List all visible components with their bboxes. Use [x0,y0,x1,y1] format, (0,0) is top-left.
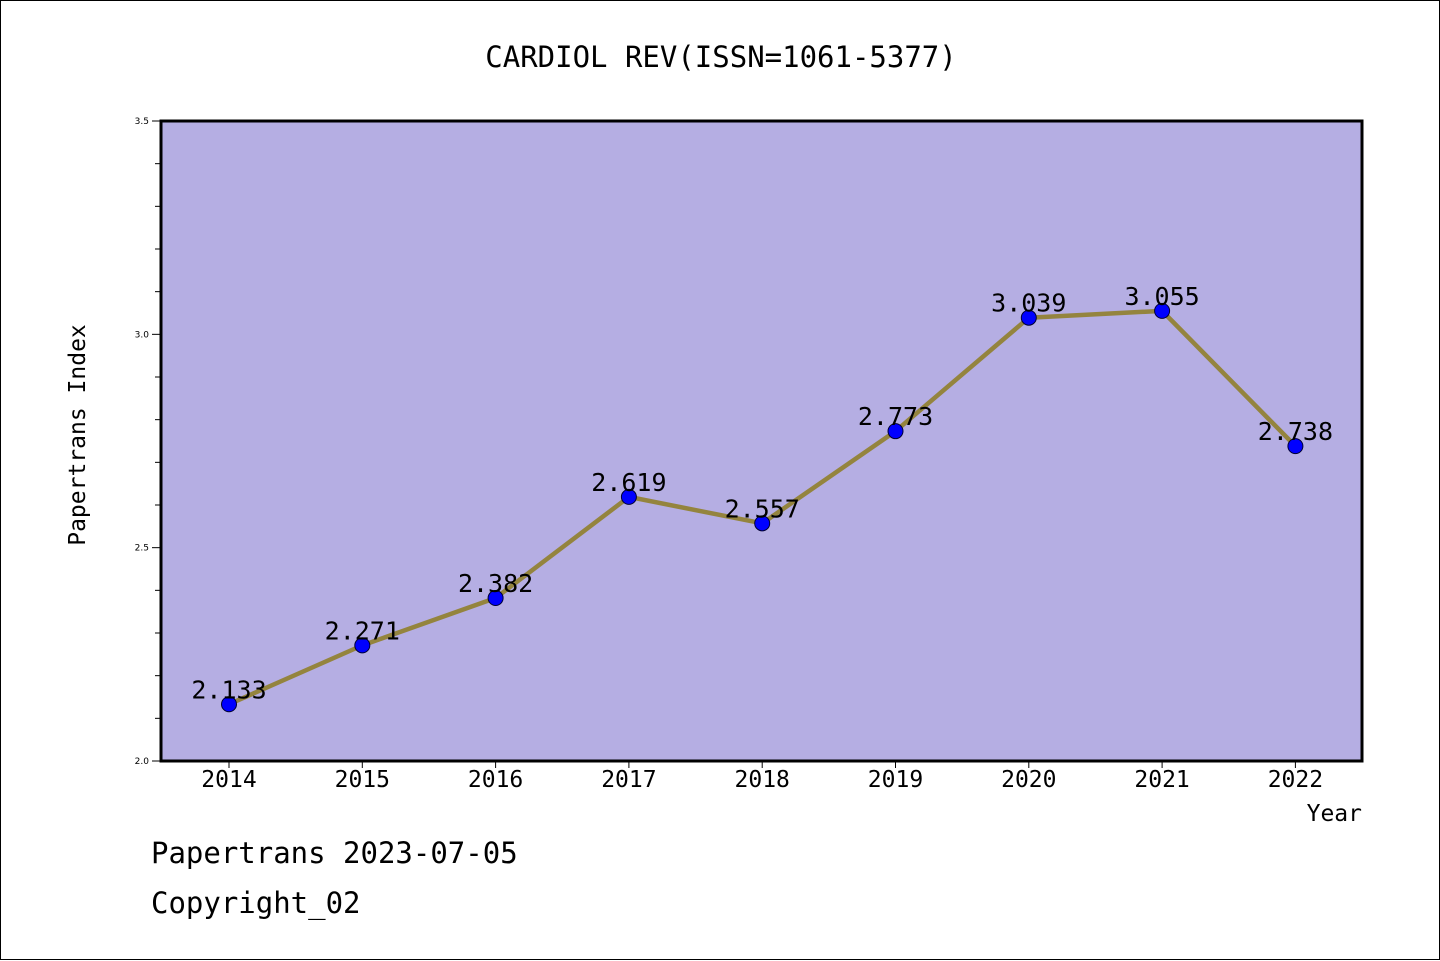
chart-title: CARDIOL REV(ISSN=1061-5377) [485,40,956,74]
data-label: 2.773 [858,402,933,431]
x-tick-label: 2015 [335,767,390,793]
data-label: 2.133 [191,675,266,704]
data-label: 2.382 [458,569,533,598]
x-tick-label: 2017 [601,767,656,793]
y-tick-label: 2.5 [135,544,149,554]
data-point-marker [754,515,771,532]
x-tick-label: 2019 [868,767,923,793]
data-point-marker [1020,309,1037,326]
data-point-marker [487,590,504,607]
data-point-marker [1154,302,1171,319]
x-tick-label: 2018 [735,767,790,793]
data-label: 2.557 [725,494,800,523]
y-tick-label: 3.5 [135,117,149,127]
data-point-marker [620,488,637,505]
x-axis-label: Year [1307,801,1362,827]
data-point-marker [354,637,371,654]
footer-copyright: Copyright_02 [151,886,361,920]
x-tick-label: 2016 [468,767,523,793]
y-axis-label: Papertrans Index [65,324,91,546]
plot-area [161,121,1362,761]
x-tick-label: 2020 [1001,767,1056,793]
data-label: 2.271 [325,616,400,645]
data-label: 2.619 [591,468,666,497]
footer-date-stamp: Papertrans 2023-07-05 [151,836,518,870]
data-label: 3.039 [991,289,1066,318]
data-label: 2.738 [1258,417,1333,446]
y-tick-label: 3.0 [135,330,150,340]
x-tick-label: 2022 [1268,767,1323,793]
x-tick-label: 2014 [201,767,256,793]
data-label: 3.055 [1124,282,1199,311]
data-point-marker [221,696,237,713]
y-tick-label: 2.0 [135,757,150,767]
x-tick-label: 2021 [1134,767,1189,793]
data-point-marker [887,423,904,440]
plot-frame [159,119,1364,763]
data-point-marker [1287,438,1304,455]
